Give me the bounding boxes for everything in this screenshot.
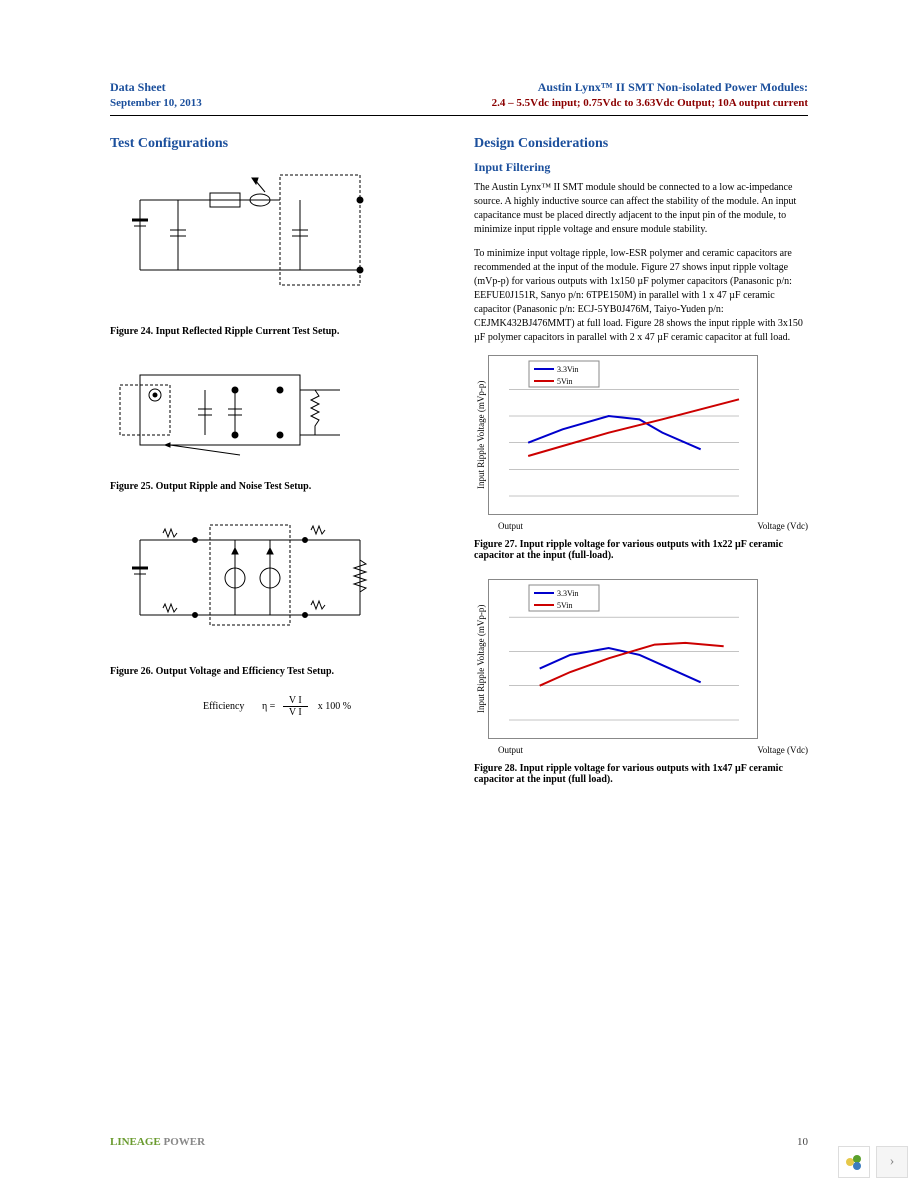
hdr-spec: 2.4 – 5.5Vdc input; 0.75Vdc to 3.63Vdc O… [492, 97, 808, 109]
eff-eta: η = [262, 701, 275, 712]
eff-den: V I [283, 707, 308, 718]
fig28-caption: Figure 28. Input ripple voltage for vari… [474, 763, 808, 785]
footer-brand: LINEAGE POWER [110, 1136, 205, 1148]
svg-text:5Vin: 5Vin [557, 377, 573, 386]
fig26-note [110, 654, 444, 662]
para2: To minimize input voltage ripple, low-ES… [474, 247, 808, 345]
chart27-xl: Output [498, 521, 523, 531]
chart-27: 3.3Vin 5Vin [488, 355, 758, 515]
chart-28: 3.3Vin 5Vin [488, 579, 758, 739]
svg-text:3.3Vin: 3.3Vin [557, 365, 579, 374]
hdr-date: September 10, 2013 [110, 97, 202, 109]
footer: LINEAGE POWER 10 [110, 1136, 808, 1148]
figure-25-circuit [110, 355, 390, 465]
sub-header-row: September 10, 2013 2.4 – 5.5Vdc input; 0… [110, 97, 808, 116]
para1: The Austin Lynx™ II SMT module should be… [474, 181, 808, 237]
chart-27-wrap: Input Ripple Voltage (mVp-p) 3.3Vin 5Vin [474, 355, 808, 515]
test-config-title: Test Configurations [110, 136, 444, 152]
brand-lineage: LINEAGE [110, 1136, 161, 1148]
brand-power: POWER [164, 1136, 206, 1148]
chart27-xr: Voltage (Vdc) [757, 521, 808, 531]
chart28-xlabel: Output Voltage (Vdc) [474, 743, 808, 759]
svg-text:5Vin: 5Vin [557, 601, 573, 610]
header-row: Data Sheet Austin Lynx™ II SMT Non-isola… [110, 80, 808, 95]
left-column: Test Configurations [110, 136, 444, 803]
hdr-datasheet: Data Sheet [110, 80, 166, 95]
chart-28-wrap: Input Ripple Voltage (mVp-p) 3.3Vin 5Vin [474, 579, 808, 739]
fig27-caption: Figure 27. Input ripple voltage for vari… [474, 539, 808, 561]
design-title: Design Considerations [474, 136, 808, 152]
chart28-xl: Output [498, 745, 523, 755]
figure-24-circuit [110, 160, 390, 310]
chart28-ylabel: Input Ripple Voltage (mVp-p) [474, 579, 488, 739]
figure-26-circuit [110, 510, 390, 650]
fig25-caption: Figure 25. Output Ripple and Noise Test … [110, 481, 444, 492]
chart28-xr: Voltage (Vdc) [757, 745, 808, 755]
page-number: 10 [797, 1136, 808, 1148]
eff-mult: x 100 % [318, 701, 351, 712]
svg-text:3.3Vin: 3.3Vin [557, 589, 579, 598]
hdr-product: Austin Lynx™ II SMT Non-isolated Power M… [538, 80, 808, 95]
fig25-note [110, 469, 444, 477]
right-column: Design Considerations Input Filtering Th… [474, 136, 808, 803]
fig24-caption: Figure 24. Input Reflected Ripple Curren… [110, 326, 444, 337]
efficiency-formula: Efficiency η = V I V I x 100 % [110, 695, 444, 718]
chart27-xlabel: Output Voltage (Vdc) [474, 519, 808, 535]
input-filtering-title: Input Filtering [474, 160, 808, 175]
eff-label: Efficiency [203, 701, 244, 712]
eff-num: V I [283, 695, 308, 707]
fig24-note [110, 314, 444, 322]
chart27-ylabel: Input Ripple Voltage (mVp-p) [474, 355, 488, 515]
fig26-caption: Figure 26. Output Voltage and Efficiency… [110, 666, 444, 677]
nav-logo-icon[interactable] [838, 1146, 870, 1178]
nav-widget: › [838, 1146, 908, 1178]
nav-next-button[interactable]: › [876, 1146, 908, 1178]
